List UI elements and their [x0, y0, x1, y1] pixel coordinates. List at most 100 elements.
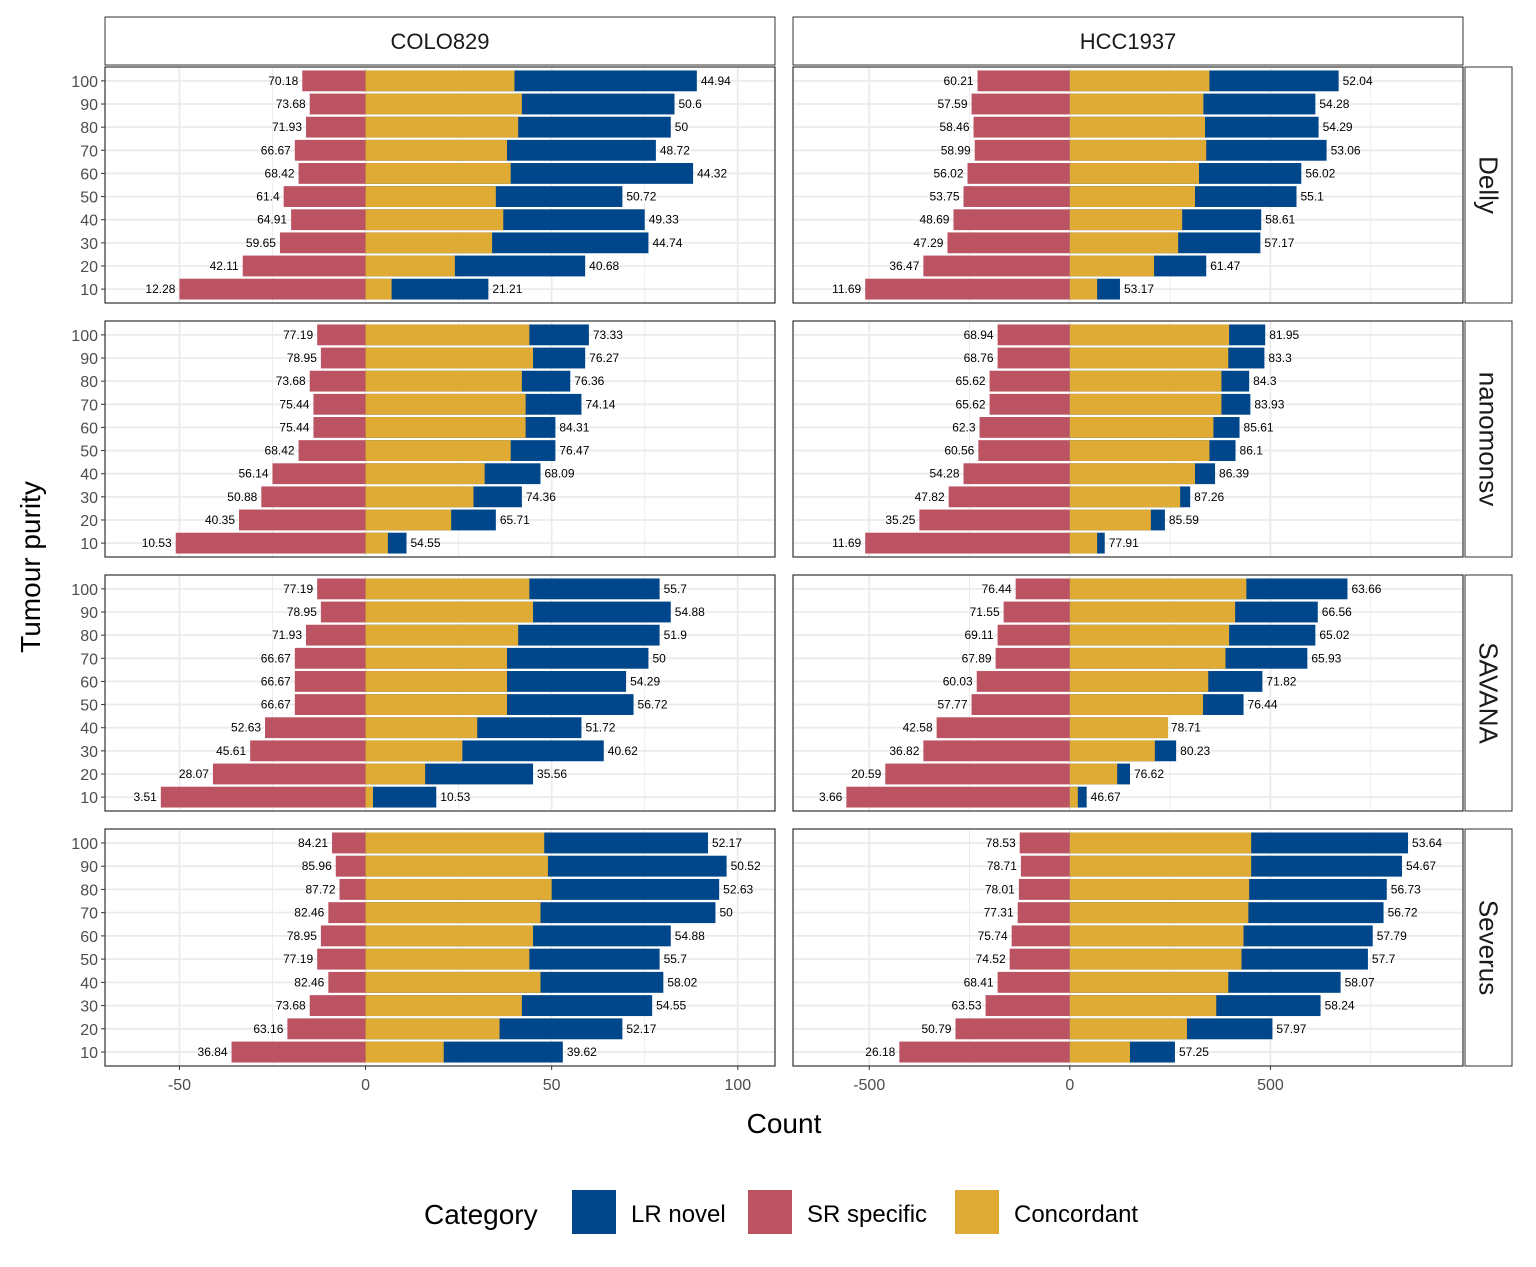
bar-sr-specific: [997, 624, 1070, 646]
bar-sr-specific: [291, 209, 366, 231]
bar-sr-specific: [1003, 601, 1070, 623]
panel-border: [792, 828, 1464, 1067]
bar-concordant: [365, 278, 392, 300]
legend-key: [955, 1190, 999, 1234]
data-label-lr: 83.3: [1268, 351, 1292, 365]
bar-sr-specific: [287, 1018, 366, 1040]
row-strip-label: SAVANA: [1474, 642, 1504, 744]
data-label-lr: 84.31: [559, 420, 589, 434]
data-label-sr: 82.46: [294, 975, 324, 989]
bar-sr-specific: [317, 578, 366, 600]
data-label-sr: 78.95: [287, 929, 317, 943]
data-label-sr: 59.65: [246, 236, 276, 250]
data-label-lr: 50.6: [679, 97, 703, 111]
data-label-sr: 66.67: [261, 143, 291, 157]
row-strip-label: Severus: [1474, 900, 1504, 995]
data-label-lr: 74.14: [585, 397, 615, 411]
panel-border: [104, 574, 776, 812]
row-strip: [1464, 828, 1513, 1067]
data-label-sr: 78.71: [987, 859, 1017, 873]
data-label-lr: 68.09: [545, 467, 575, 481]
y-axis-title: Tumour purity: [15, 481, 46, 653]
x-tick-label: 0: [1065, 1077, 1074, 1094]
bar-concordant: [1069, 878, 1250, 900]
bar-concordant: [1069, 578, 1247, 600]
data-label-sr: 75.74: [978, 929, 1008, 943]
data-label-lr: 52.17: [626, 1022, 656, 1036]
bar-concordant: [1069, 347, 1229, 369]
bar-sr-specific: [306, 116, 366, 138]
y-tick-label: 70: [80, 906, 98, 923]
bar-sr-specific: [250, 740, 366, 762]
bar-sr-specific: [967, 163, 1070, 184]
data-label-sr: 65.62: [956, 397, 986, 411]
bar-sr-specific: [936, 717, 1070, 739]
panel-border: [792, 66, 1464, 304]
data-label-sr: 63.53: [952, 999, 982, 1013]
data-label-sr: 45.61: [216, 744, 246, 758]
bar-sr-specific: [298, 163, 366, 184]
row-strip-label: Delly: [1474, 156, 1504, 214]
data-label-sr: 60.56: [944, 444, 974, 458]
bar-concordant: [365, 995, 522, 1017]
data-label-lr: 56.72: [638, 698, 668, 712]
data-label-lr: 74.36: [526, 490, 556, 504]
data-label-lr: 57.25: [1179, 1045, 1209, 1059]
bar-concordant: [365, 878, 552, 900]
data-label-sr: 35.25: [885, 513, 915, 527]
y-tick-label: 40: [80, 467, 98, 484]
panel-SAVANA-HCC1937: 76.44 63.66 71.55 66.56 69.11 65.02 67.89 65.93…: [792, 574, 1464, 812]
bar-sr-specific: [332, 832, 366, 854]
data-label-sr: 75.44: [279, 420, 309, 434]
data-label-lr: 65.71: [500, 513, 530, 527]
legend-label: LR novel: [631, 1201, 726, 1228]
bar-concordant: [1069, 232, 1179, 254]
bar-sr-specific: [1017, 902, 1070, 924]
y-tick-label: 80: [80, 628, 98, 645]
data-label-lr: 53.64: [1412, 836, 1442, 850]
y-tick-label: 90: [80, 351, 98, 368]
data-label-lr: 54.29: [630, 674, 660, 688]
data-label-sr: 77.31: [984, 906, 1014, 920]
y-tick-label: 70: [80, 651, 98, 668]
bar-concordant: [365, 578, 530, 600]
data-label-sr: 26.18: [865, 1045, 895, 1059]
data-label-lr: 57.17: [1264, 236, 1294, 250]
legend: Category LR novel SR specific Concordant: [424, 1190, 1138, 1234]
bar-sr-specific: [261, 486, 366, 508]
bar-sr-specific: [309, 93, 366, 115]
data-label-lr: 76.47: [559, 444, 589, 458]
data-label-sr: 36.82: [889, 744, 919, 758]
y-tick-label: 60: [80, 674, 98, 691]
panel-nanomonsv-HCC1937: 68.94 81.95 68.76 83.3 65.62 84.3 65.62 83.93 62…: [792, 320, 1464, 558]
data-label-lr: 85.59: [1169, 513, 1199, 527]
data-label-sr: 50.88: [227, 490, 257, 504]
data-label-sr: 56.14: [238, 467, 268, 481]
bar-sr-specific: [313, 417, 366, 438]
bar-sr-specific: [306, 624, 366, 646]
y-tick-label: 30: [80, 490, 98, 507]
data-label-lr: 56.72: [1388, 906, 1418, 920]
bar-concordant: [1069, 93, 1204, 115]
data-label-sr: 71.55: [970, 605, 1000, 619]
column-strip-label: COLO829: [390, 29, 489, 54]
y-tick-label: 60: [80, 166, 98, 183]
x-tick-label: -50: [168, 1077, 191, 1094]
data-label-lr: 63.66: [1351, 582, 1381, 596]
y-tick-label: 20: [80, 259, 98, 276]
bar-sr-specific: [976, 671, 1070, 692]
data-label-lr: 65.02: [1319, 628, 1349, 642]
data-label-lr: 55.7: [664, 952, 688, 966]
panel-border: [104, 66, 776, 304]
data-label-sr: 78.53: [986, 836, 1016, 850]
bar-sr-specific: [971, 93, 1070, 115]
panel-Severus-HCC1937: 78.53 53.64 78.71 54.67 78.01 56.73 77.31 56.72…: [792, 828, 1464, 1067]
x-tick-label: 500: [1257, 1077, 1284, 1094]
data-label-sr: 62.3: [952, 420, 976, 434]
y-tick-label: 20: [80, 513, 98, 530]
data-label-lr: 78.71: [1171, 721, 1201, 735]
data-label-sr: 73.68: [276, 97, 306, 111]
data-label-lr: 56.73: [1391, 882, 1421, 896]
bar-concordant: [365, 93, 522, 115]
data-label-sr: 3.51: [133, 790, 157, 804]
